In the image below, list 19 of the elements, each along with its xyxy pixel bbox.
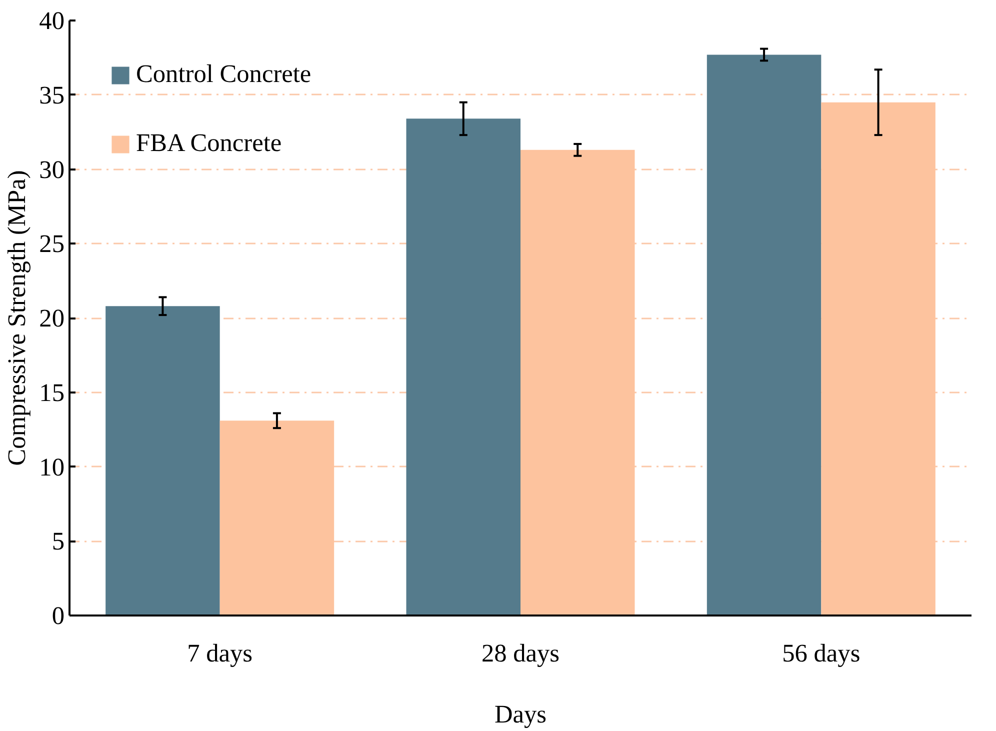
y-tick-label: 10 — [39, 453, 64, 482]
y-tick-label: 40 — [39, 7, 64, 35]
x-tick-label: 56 days — [782, 640, 860, 668]
legend-label: Control Concrete — [136, 60, 312, 89]
x-tick-label: 7 days — [187, 640, 253, 668]
y-tick-label: 5 — [52, 528, 65, 556]
legend-label: FBA Concrete — [136, 129, 282, 158]
bar — [406, 118, 520, 616]
y-tick-label: 25 — [39, 230, 64, 258]
x-axis-title: Days — [494, 700, 547, 728]
bar — [106, 306, 220, 616]
bar — [706, 54, 822, 616]
y-tick-label: 20 — [39, 304, 64, 332]
y-tick-label: 0 — [52, 602, 65, 630]
y-axis-title: Compressive Strength (MPa) — [3, 170, 32, 466]
y-tick-label: 15 — [39, 378, 64, 407]
x-tick-label: 28 days — [481, 640, 560, 668]
y-tick-label: 30 — [39, 156, 64, 184]
y-tick-label: 35 — [39, 81, 64, 110]
